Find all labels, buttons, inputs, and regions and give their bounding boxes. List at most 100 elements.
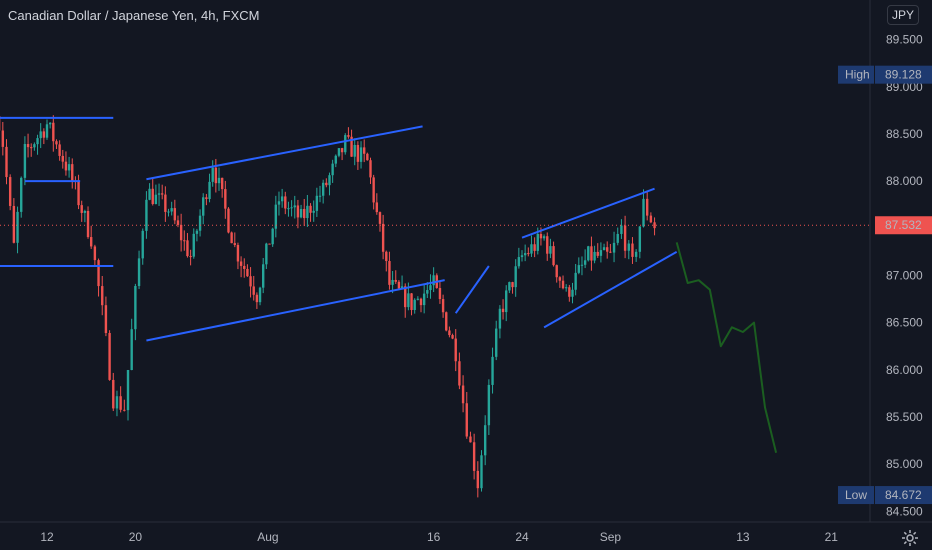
candle-body [487, 384, 491, 426]
x-tick-label: 12 [40, 530, 54, 544]
candle-body [394, 279, 397, 282]
candle-body [42, 131, 46, 138]
gear-icon[interactable] [900, 528, 920, 548]
candle-body [539, 233, 543, 239]
candle-body [48, 122, 52, 125]
low-value: 84.672 [885, 488, 922, 502]
candle-body [290, 207, 293, 209]
candle-body [388, 261, 391, 285]
candle-body [602, 247, 606, 251]
candle-body [280, 196, 284, 202]
candle-body [571, 289, 574, 297]
x-tick-label: 24 [515, 530, 529, 544]
candle-body [115, 396, 119, 409]
candle-body [167, 211, 170, 213]
candle-body [33, 144, 36, 148]
candle-body [61, 155, 64, 162]
candle-body [89, 237, 93, 247]
candle-body [480, 455, 483, 489]
trendline [521, 187, 655, 239]
candle-body [432, 275, 435, 286]
candle-body [214, 167, 218, 184]
candle-body [164, 194, 167, 212]
projection-path [675, 242, 778, 454]
candle-body [536, 233, 539, 251]
trendline [146, 125, 423, 181]
y-tick-label: 85.500 [886, 410, 923, 424]
trendline [146, 279, 445, 342]
candle-body [577, 265, 581, 273]
candle-body [337, 148, 341, 156]
candle-body [552, 246, 555, 266]
candle-body [634, 251, 638, 257]
candle-body [236, 244, 240, 262]
x-tick-label: Sep [600, 530, 622, 544]
candle-body [469, 436, 472, 443]
candle-body [208, 181, 211, 200]
currency-badge[interactable]: JPY [887, 5, 919, 25]
overlays [0, 116, 870, 454]
candle-body [186, 240, 189, 257]
candle-body [623, 225, 627, 251]
last-price-value: 87.532 [885, 218, 922, 232]
candle-body [154, 194, 158, 205]
candle-body [249, 276, 252, 287]
candle-body [71, 164, 74, 181]
candle-body [590, 246, 593, 261]
candle-body [195, 230, 199, 234]
candle-body [599, 250, 603, 256]
candle-body [141, 230, 144, 259]
candle-body [649, 215, 653, 223]
candle-body [609, 251, 612, 253]
trendline [543, 250, 678, 329]
candle-body [130, 329, 133, 370]
candle-body [375, 202, 379, 213]
y-tick-label: 86.000 [886, 363, 923, 377]
time-axis: 12 20 Aug 16 24 Sep 13 21 [0, 521, 932, 544]
candle-body [555, 265, 558, 278]
candle-body [587, 246, 590, 261]
candle-body [271, 228, 274, 245]
candle-body [227, 208, 230, 233]
candle-body [505, 290, 508, 313]
candle-body [413, 299, 416, 310]
candle-body [568, 287, 571, 297]
candle-body [491, 356, 494, 385]
x-tick-label: 13 [736, 530, 750, 544]
candle-body [255, 294, 259, 303]
candle-body [642, 198, 645, 227]
candle-body [123, 409, 126, 411]
candle-body [438, 288, 442, 300]
candle-body [211, 167, 214, 182]
x-tick-label: 20 [129, 530, 143, 544]
candle-body [20, 177, 23, 212]
candle-body [530, 244, 533, 254]
candle-body [198, 215, 202, 231]
candle-body [45, 124, 49, 138]
candle-body [183, 240, 186, 242]
candle-body [397, 281, 401, 289]
candle-body [458, 361, 461, 386]
low-tag-bg [838, 486, 874, 505]
candle-body [36, 138, 39, 145]
candle-body [391, 279, 394, 285]
candle-body [347, 135, 350, 137]
candle-body [631, 243, 634, 257]
candle-body [476, 470, 480, 489]
candle-body [8, 177, 12, 206]
trendline [454, 265, 490, 314]
candle-body [306, 205, 309, 219]
candle-body [299, 208, 303, 218]
candle-body [441, 299, 445, 313]
candle-body [192, 233, 195, 257]
candle-body [318, 195, 322, 197]
candle-body [112, 379, 115, 409]
candle-body [454, 338, 457, 362]
candle-body [461, 385, 465, 404]
candle-body [340, 148, 344, 153]
candle-body [331, 163, 334, 176]
candle-body [593, 251, 596, 261]
candle-body [645, 198, 649, 216]
